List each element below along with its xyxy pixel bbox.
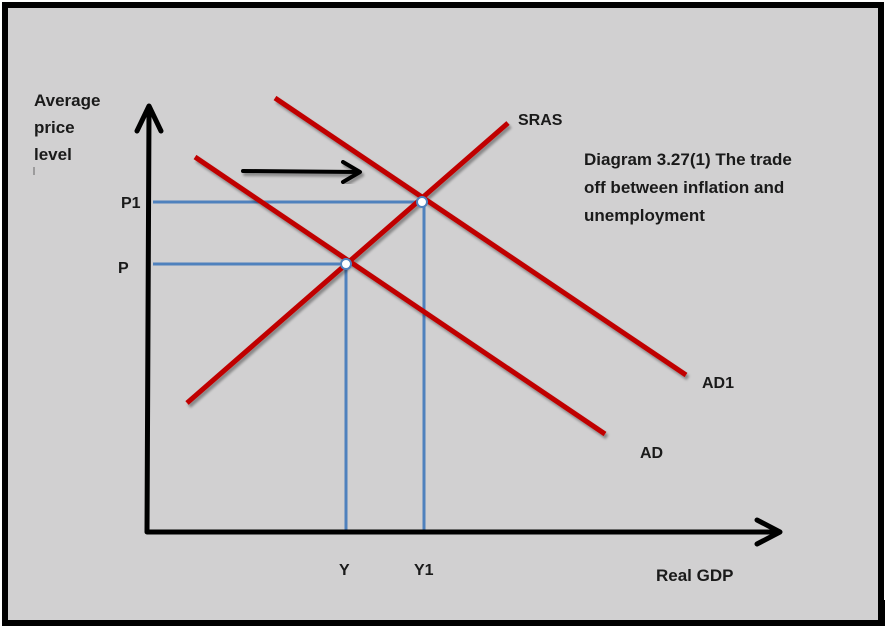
ad1-curve <box>273 95 688 378</box>
diagram-caption: Diagram 3.27(1) The trade off between in… <box>584 150 797 225</box>
axes <box>134 103 783 547</box>
ad1-label: AD1 <box>702 375 734 392</box>
guide-lines <box>153 200 426 532</box>
price-tick-p1: P1 <box>121 195 141 212</box>
y-axis-arrowhead <box>134 103 164 134</box>
output-tick-y: Y <box>339 562 350 579</box>
x-axis-arrowhead <box>754 517 783 547</box>
shift-arrow-icon <box>241 160 362 184</box>
x-axis-title: Real GDP <box>656 566 733 585</box>
sras-label: SRAS <box>518 112 563 129</box>
ad-label: AD <box>640 445 663 462</box>
output-tick-y1: Y1 <box>414 562 434 579</box>
equilibrium-point-new <box>416 196 428 208</box>
axis-lines <box>144 109 781 535</box>
y-axis-title: Average price level <box>34 91 105 164</box>
equilibrium-point-initial <box>340 258 352 270</box>
ad-curve <box>193 154 607 437</box>
price-tick-p: P <box>118 260 129 277</box>
